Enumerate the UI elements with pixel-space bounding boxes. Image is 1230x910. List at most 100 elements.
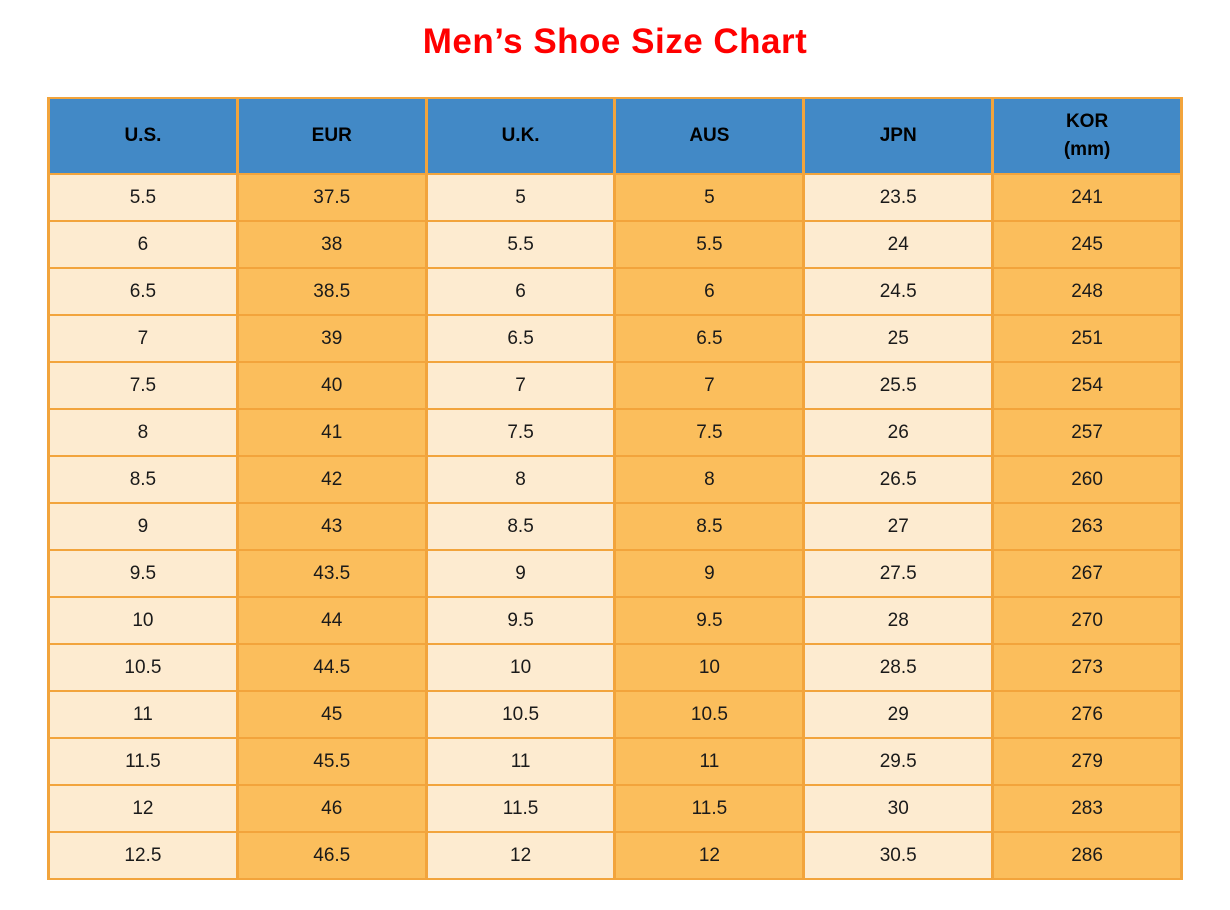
table-cell: 6 xyxy=(47,220,239,269)
table-cell: 12 xyxy=(613,831,806,880)
table-cell: 29 xyxy=(802,690,995,739)
header-us: U.S. xyxy=(47,97,239,175)
table-row: 10 44 9.5 9.5 28 270 xyxy=(47,596,1183,645)
table-cell: 41 xyxy=(235,408,428,457)
table-cell: 7.5 xyxy=(47,361,239,410)
header-eur: EUR xyxy=(235,97,428,175)
table-cell: 26 xyxy=(802,408,995,457)
table-cell: 37.5 xyxy=(235,173,428,222)
table-cell: 10.5 xyxy=(613,690,806,739)
table-cell: 263 xyxy=(991,502,1183,551)
table-cell: 11.5 xyxy=(424,784,617,833)
table-cell: 6.5 xyxy=(613,314,806,363)
table-cell: 245 xyxy=(991,220,1183,269)
table-header: U.S. EUR U.K. AUS JPN KOR (mm) xyxy=(47,97,1183,175)
table-cell: 10 xyxy=(424,643,617,692)
table-cell: 260 xyxy=(991,455,1183,504)
table-cell: 24.5 xyxy=(802,267,995,316)
table-cell: 46 xyxy=(235,784,428,833)
table-cell: 270 xyxy=(991,596,1183,645)
table-cell: 10 xyxy=(613,643,806,692)
table-cell: 5 xyxy=(613,173,806,222)
table-cell: 9 xyxy=(613,549,806,598)
table-cell: 23.5 xyxy=(802,173,995,222)
table-cell: 39 xyxy=(235,314,428,363)
table-cell: 25 xyxy=(802,314,995,363)
header-us-label: U.S. xyxy=(124,125,162,147)
header-kor-label: KOR xyxy=(1065,111,1109,133)
table-cell: 267 xyxy=(991,549,1183,598)
table-cell: 42 xyxy=(235,455,428,504)
table-cell: 46.5 xyxy=(235,831,428,880)
table-body: 5.5 37.5 5 5 23.5 241 6 38 5.5 5.5 24 245 6.5 38.5 6 6 2… xyxy=(47,173,1183,880)
table-row: 7 39 6.5 6.5 25 251 xyxy=(47,314,1183,363)
table-cell: 29.5 xyxy=(802,737,995,786)
table-cell: 27.5 xyxy=(802,549,995,598)
table-cell: 6.5 xyxy=(47,267,239,316)
header-aus: AUS xyxy=(613,97,806,175)
table-cell: 6 xyxy=(613,267,806,316)
table-cell: 28 xyxy=(802,596,995,645)
table-cell: 241 xyxy=(991,173,1183,222)
table-row: 12.5 46.5 12 12 30.5 286 xyxy=(47,831,1183,880)
table-cell: 9.5 xyxy=(613,596,806,645)
table-cell: 8.5 xyxy=(424,502,617,551)
table-cell: 44 xyxy=(235,596,428,645)
table-cell: 30 xyxy=(802,784,995,833)
table-cell: 9 xyxy=(47,502,239,551)
table-row: 9 43 8.5 8.5 27 263 xyxy=(47,502,1183,551)
table-cell: 276 xyxy=(991,690,1183,739)
header-jpn-label: JPN xyxy=(879,125,917,147)
table-cell: 45 xyxy=(235,690,428,739)
table-cell: 8.5 xyxy=(47,455,239,504)
size-chart-table: U.S. EUR U.K. AUS JPN KOR (mm) 5.5 37.5 5 5… xyxy=(47,97,1183,880)
table-row: 5.5 37.5 5 5 23.5 241 xyxy=(47,173,1183,222)
table-cell: 24 xyxy=(802,220,995,269)
table-cell: 286 xyxy=(991,831,1183,880)
table-row: 11 45 10.5 10.5 29 276 xyxy=(47,690,1183,739)
table-row: 9.5 43.5 9 9 27.5 267 xyxy=(47,549,1183,598)
table-cell: 7 xyxy=(424,361,617,410)
header-aus-label: AUS xyxy=(689,125,730,147)
table-cell: 8 xyxy=(47,408,239,457)
table-cell: 7 xyxy=(47,314,239,363)
table-cell: 8 xyxy=(424,455,617,504)
header-kor-unit: (mm) xyxy=(1063,139,1111,160)
table-cell: 11.5 xyxy=(47,737,239,786)
table-cell: 25.5 xyxy=(802,361,995,410)
page-title: Men’s Shoe Size Chart xyxy=(422,22,808,61)
table-cell: 30.5 xyxy=(802,831,995,880)
table-cell: 257 xyxy=(991,408,1183,457)
table-cell: 254 xyxy=(991,361,1183,410)
table-cell: 11 xyxy=(47,690,239,739)
table-cell: 11 xyxy=(424,737,617,786)
table-cell: 10.5 xyxy=(47,643,239,692)
table-cell: 26.5 xyxy=(802,455,995,504)
table-cell: 5.5 xyxy=(424,220,617,269)
table-cell: 44.5 xyxy=(235,643,428,692)
table-cell: 28.5 xyxy=(802,643,995,692)
table-cell: 5 xyxy=(424,173,617,222)
table-cell: 10 xyxy=(47,596,239,645)
shoe-size-table: U.S. EUR U.K. AUS JPN KOR (mm) 5.5 37.5 5 5… xyxy=(47,97,1183,880)
table-cell: 10.5 xyxy=(424,690,617,739)
table-row: 11.5 45.5 11 11 29.5 279 xyxy=(47,737,1183,786)
table-row: 7.5 40 7 7 25.5 254 xyxy=(47,361,1183,410)
table-cell: 7.5 xyxy=(424,408,617,457)
table-cell: 8.5 xyxy=(613,502,806,551)
table-cell: 8 xyxy=(613,455,806,504)
table-row: 8 41 7.5 7.5 26 257 xyxy=(47,408,1183,457)
header-row: U.S. EUR U.K. AUS JPN KOR (mm) xyxy=(47,97,1183,175)
table-cell: 12.5 xyxy=(47,831,239,880)
header-uk-label: U.K. xyxy=(501,125,540,147)
table-row: 8.5 42 8 8 26.5 260 xyxy=(47,455,1183,504)
table-row: 12 46 11.5 11.5 30 283 xyxy=(47,784,1183,833)
header-jpn: JPN xyxy=(802,97,995,175)
table-cell: 6 xyxy=(424,267,617,316)
table-cell: 283 xyxy=(991,784,1183,833)
table-cell: 11 xyxy=(613,737,806,786)
header-kor: KOR (mm) xyxy=(991,97,1183,175)
table-cell: 43.5 xyxy=(235,549,428,598)
table-row: 6.5 38.5 6 6 24.5 248 xyxy=(47,267,1183,316)
header-eur-label: EUR xyxy=(311,125,352,147)
